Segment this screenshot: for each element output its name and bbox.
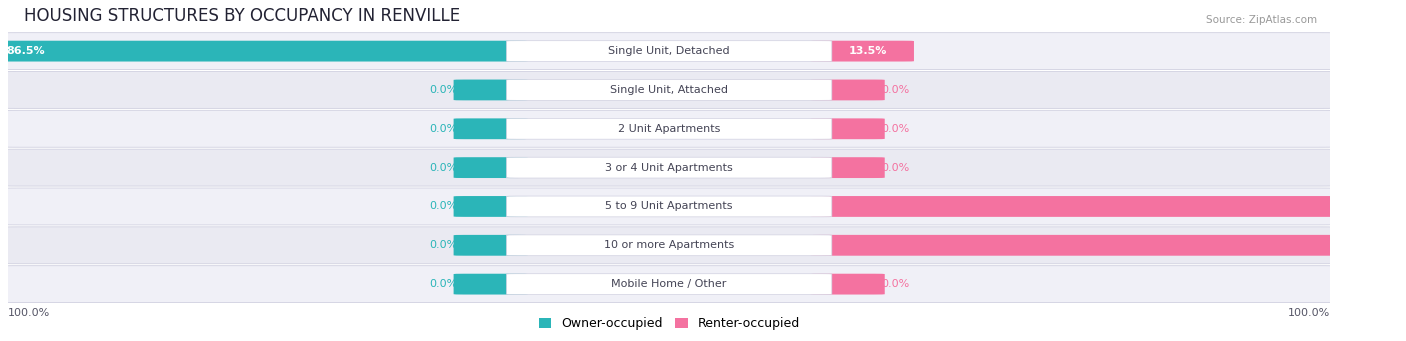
FancyBboxPatch shape [506,274,832,295]
Text: 2 Unit Apartments: 2 Unit Apartments [619,124,720,134]
Text: 0.0%: 0.0% [880,124,910,134]
FancyBboxPatch shape [811,274,884,295]
FancyBboxPatch shape [0,72,1340,108]
Text: Single Unit, Attached: Single Unit, Attached [610,85,728,95]
FancyBboxPatch shape [0,41,527,61]
Text: Mobile Home / Other: Mobile Home / Other [612,279,727,289]
FancyBboxPatch shape [506,118,832,139]
FancyBboxPatch shape [811,41,914,61]
FancyBboxPatch shape [0,227,1340,264]
FancyBboxPatch shape [506,79,832,100]
FancyBboxPatch shape [811,235,1406,256]
Text: 86.5%: 86.5% [7,46,45,56]
FancyBboxPatch shape [811,118,884,139]
FancyBboxPatch shape [506,157,832,178]
Text: 13.5%: 13.5% [849,46,887,56]
Text: 100.0%: 100.0% [1288,308,1330,318]
Text: 0.0%: 0.0% [429,202,457,211]
Text: Single Unit, Detached: Single Unit, Detached [609,46,730,56]
FancyBboxPatch shape [454,157,527,178]
FancyBboxPatch shape [454,274,527,295]
FancyBboxPatch shape [0,33,1340,70]
FancyBboxPatch shape [0,149,1340,186]
Text: 0.0%: 0.0% [429,279,457,289]
FancyBboxPatch shape [0,188,1340,225]
Text: 100.0%: 100.0% [1368,202,1406,211]
FancyBboxPatch shape [0,266,1340,302]
FancyBboxPatch shape [506,41,832,61]
Text: 0.0%: 0.0% [429,124,457,134]
Text: Source: ZipAtlas.com: Source: ZipAtlas.com [1206,15,1317,25]
FancyBboxPatch shape [811,196,1406,217]
Text: 0.0%: 0.0% [429,240,457,250]
Text: 3 or 4 Unit Apartments: 3 or 4 Unit Apartments [606,163,733,173]
FancyBboxPatch shape [811,157,884,178]
FancyBboxPatch shape [811,79,884,100]
Text: 0.0%: 0.0% [429,163,457,173]
FancyBboxPatch shape [0,110,1340,147]
Text: 100.0%: 100.0% [1368,240,1406,250]
Text: HOUSING STRUCTURES BY OCCUPANCY IN RENVILLE: HOUSING STRUCTURES BY OCCUPANCY IN RENVI… [24,7,460,25]
FancyBboxPatch shape [454,118,527,139]
FancyBboxPatch shape [454,79,527,100]
Legend: Owner-occupied, Renter-occupied: Owner-occupied, Renter-occupied [533,312,804,335]
Text: 0.0%: 0.0% [880,163,910,173]
Text: 10 or more Apartments: 10 or more Apartments [605,240,734,250]
Text: 0.0%: 0.0% [880,85,910,95]
Text: 5 to 9 Unit Apartments: 5 to 9 Unit Apartments [606,202,733,211]
Text: 100.0%: 100.0% [8,308,51,318]
Text: 0.0%: 0.0% [429,85,457,95]
FancyBboxPatch shape [454,196,527,217]
FancyBboxPatch shape [506,235,832,256]
Text: 0.0%: 0.0% [880,279,910,289]
FancyBboxPatch shape [454,235,527,256]
FancyBboxPatch shape [506,196,832,217]
